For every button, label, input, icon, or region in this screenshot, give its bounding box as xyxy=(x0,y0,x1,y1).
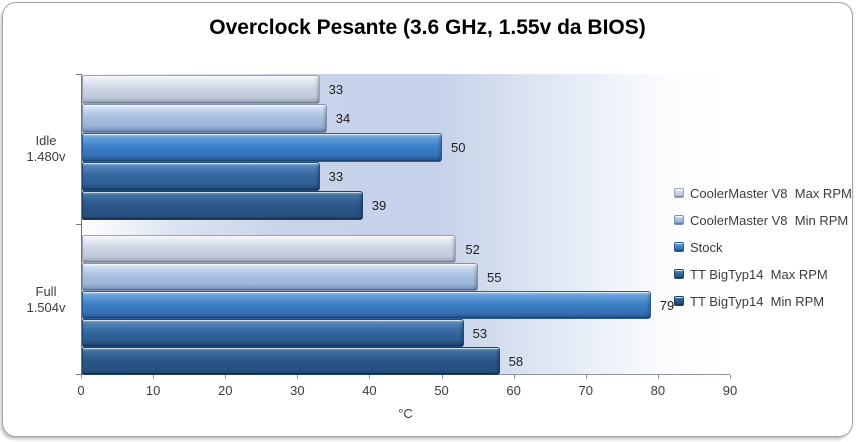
x-tick-mark xyxy=(297,375,299,379)
legend-item: CoolerMaster V8 Max RPM xyxy=(674,185,852,201)
bar-row: 58 xyxy=(82,347,730,375)
category-label-full: Full 1.504v xyxy=(14,284,78,316)
bar xyxy=(82,319,464,347)
bar-group-idle: 33 34 50 33 39 xyxy=(82,75,730,220)
legend-label: CoolerMaster V8 Max RPM xyxy=(690,185,852,201)
chart-title: Overclock Pesante (3.6 GHz, 1.55v da BIO… xyxy=(209,16,646,39)
category-label-idle: Idle 1.480v xyxy=(14,133,78,165)
legend-label: TT BigTyp14 Max RPM xyxy=(690,266,828,282)
bar xyxy=(82,133,442,162)
category-label-line: 1.480v xyxy=(26,149,66,164)
category-label-line: Full xyxy=(35,284,57,299)
x-tick-label: 90 xyxy=(722,383,738,398)
bar-row: 50 xyxy=(82,133,730,162)
legend-swatch xyxy=(674,296,684,306)
x-tick-mark xyxy=(585,375,587,379)
bar xyxy=(82,191,363,220)
bar-value-label: 33 xyxy=(328,82,344,97)
bar-value-label: 33 xyxy=(328,169,344,184)
legend-swatch xyxy=(674,188,684,198)
y-axis-tick xyxy=(76,374,82,375)
legend-item: Stock xyxy=(674,239,852,255)
y-axis-tick xyxy=(76,224,82,225)
bar-value-label: 50 xyxy=(451,140,466,155)
x-tick-mark xyxy=(153,375,155,379)
x-tick-label: 60 xyxy=(506,383,521,398)
plot-area: 33 34 50 33 39 52 55 79 53 58 xyxy=(76,74,730,375)
legend-item: TT BigTyp14 Min RPM xyxy=(674,293,852,309)
x-tick-label: 10 xyxy=(145,383,161,398)
legend-label: CoolerMaster V8 Min RPM xyxy=(690,212,849,228)
legend-item: CoolerMaster V8 Min RPM xyxy=(674,212,852,228)
legend-item: TT BigTyp14 Max RPM xyxy=(674,266,852,282)
bar-group-full: 52 55 79 53 58 xyxy=(82,235,730,375)
bar-row: 39 xyxy=(82,191,730,220)
category-label-line: 1.504v xyxy=(26,300,66,315)
x-tick-mark xyxy=(441,375,443,379)
legend: CoolerMaster V8 Max RPM CoolerMaster V8 M… xyxy=(674,185,852,309)
bar-row: 34 xyxy=(82,104,730,133)
x-tick-label: 40 xyxy=(362,383,377,398)
y-axis-tick xyxy=(76,74,82,75)
legend-swatch xyxy=(674,242,684,252)
legend-swatch xyxy=(674,269,684,279)
bar xyxy=(82,75,320,104)
bar-value-label: 58 xyxy=(508,353,524,369)
bar-row: 53 xyxy=(82,319,730,347)
x-axis-title: °C xyxy=(398,406,413,421)
x-tick-mark xyxy=(369,375,371,379)
bar-value-label: 79 xyxy=(659,297,675,313)
chart-frame: Overclock Pesante (3.6 GHz, 1.55v da BIO… xyxy=(2,2,853,437)
x-tick-mark xyxy=(657,375,659,379)
x-tick-label: 20 xyxy=(217,383,233,398)
bar-value-label: 55 xyxy=(487,269,502,285)
bar-value-label: 52 xyxy=(465,241,480,257)
bar-value-label: 39 xyxy=(371,198,387,213)
x-tick-label: 80 xyxy=(650,383,666,398)
bar xyxy=(82,235,457,263)
x-tick-mark xyxy=(225,375,227,379)
bar xyxy=(82,162,320,191)
bar-row: 79 xyxy=(82,291,730,319)
bar-row: 55 xyxy=(82,263,730,291)
x-tick-label: 0 xyxy=(77,383,85,398)
bar xyxy=(82,263,478,291)
x-tick-mark xyxy=(730,375,731,379)
bar-row: 52 xyxy=(82,235,730,263)
legend-label: Stock xyxy=(690,239,723,255)
legend-label: TT BigTyp14 Min RPM xyxy=(690,293,825,309)
bar xyxy=(82,347,500,375)
category-label-line: Idle xyxy=(35,133,57,148)
x-tick-label: 30 xyxy=(290,383,305,398)
bar-value-label: 34 xyxy=(335,111,351,126)
bar xyxy=(82,291,651,319)
bar-value-label: 53 xyxy=(472,325,488,341)
legend-swatch xyxy=(674,215,684,225)
x-axis-ticks: 0 10 20 30 40 50 60 70 80 90 xyxy=(77,375,737,405)
x-tick-label: 50 xyxy=(434,383,449,398)
bar xyxy=(82,104,327,133)
x-tick-label: 70 xyxy=(578,383,593,398)
bar-row: 33 xyxy=(82,75,730,104)
x-tick-mark xyxy=(513,375,515,379)
bar-row: 33 xyxy=(82,162,730,191)
x-tick-mark xyxy=(81,375,82,379)
